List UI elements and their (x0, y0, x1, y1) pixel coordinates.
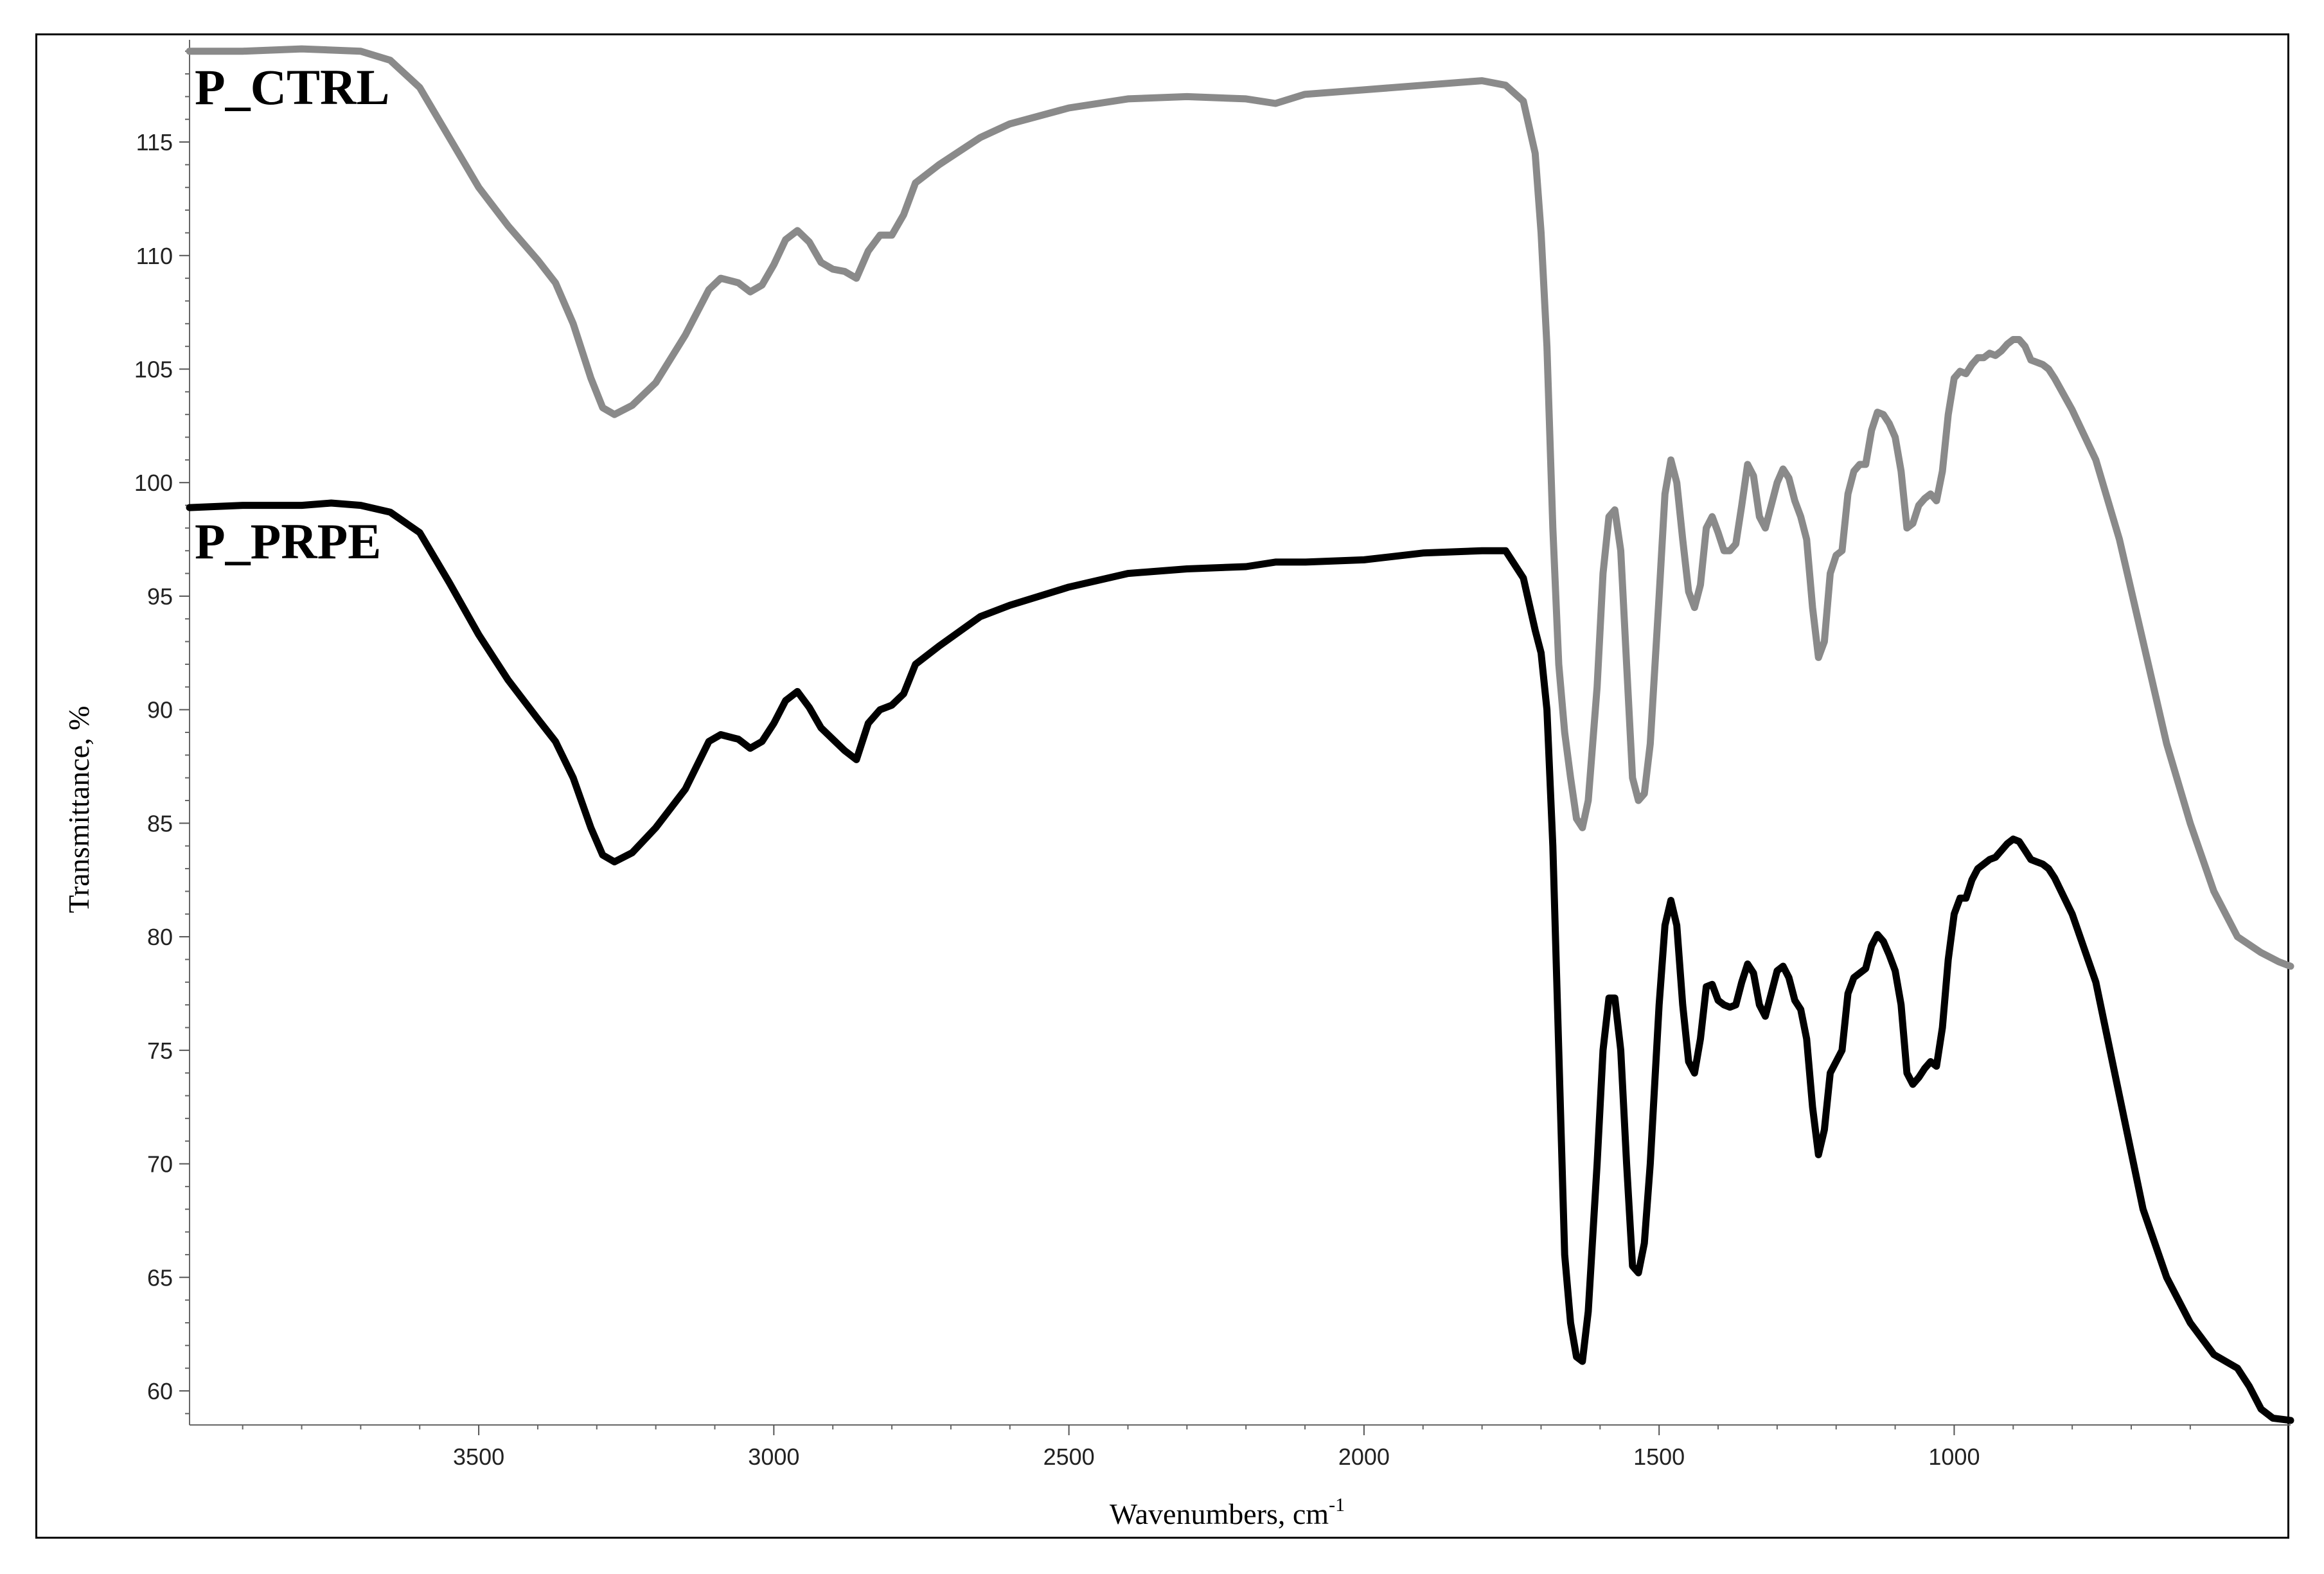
series-labels: P_CTRL P_PRPE (195, 59, 389, 569)
y-tick-label: 85 (147, 810, 173, 836)
x-tick-label: 2000 (1338, 1444, 1390, 1470)
series-label-p-prpe: P_PRPE (195, 513, 381, 569)
x-tick-label: 3000 (748, 1444, 799, 1470)
y-tick-label: 70 (147, 1151, 173, 1178)
y-tick-label: 60 (147, 1378, 173, 1404)
series-line-p-ctrl (186, 45, 2294, 970)
y-tick-label: 100 (134, 470, 173, 496)
x-axis-title-superscript: -1 (1329, 1494, 1345, 1516)
x-axis-title-text: Wavenumbers, cm (1110, 1498, 1329, 1530)
x-tick-label: 1000 (1928, 1444, 1980, 1470)
series-line-p-prpe (186, 499, 2294, 1424)
y-tick-label: 110 (136, 243, 173, 269)
series-label-p-ctrl: P_CTRL (195, 59, 389, 115)
y-axis-title: Transmittance, % (62, 706, 95, 914)
x-tick-label: 1500 (1633, 1444, 1685, 1470)
axes: 3500 3000 2500 2000 1500 1000 60 65 70 75 80 85 90 95… (134, 40, 2291, 1470)
y-tick-label: 90 (147, 697, 173, 723)
y-tick-label: 80 (147, 924, 173, 950)
y-tick-label: 75 (147, 1038, 173, 1064)
y-tick-label: 115 (136, 129, 173, 155)
x-tick-label: 3500 (453, 1444, 504, 1470)
chart-frame (35, 33, 2289, 1539)
x-tick-label: 2500 (1043, 1444, 1095, 1470)
y-tick-label: 65 (147, 1264, 173, 1291)
x-axis-title: Wavenumbers, cm-1 (1110, 1494, 1345, 1530)
y-tick-label: 95 (147, 583, 173, 610)
y-tick-label: 105 (134, 356, 173, 382)
series-lines (186, 45, 2294, 1424)
